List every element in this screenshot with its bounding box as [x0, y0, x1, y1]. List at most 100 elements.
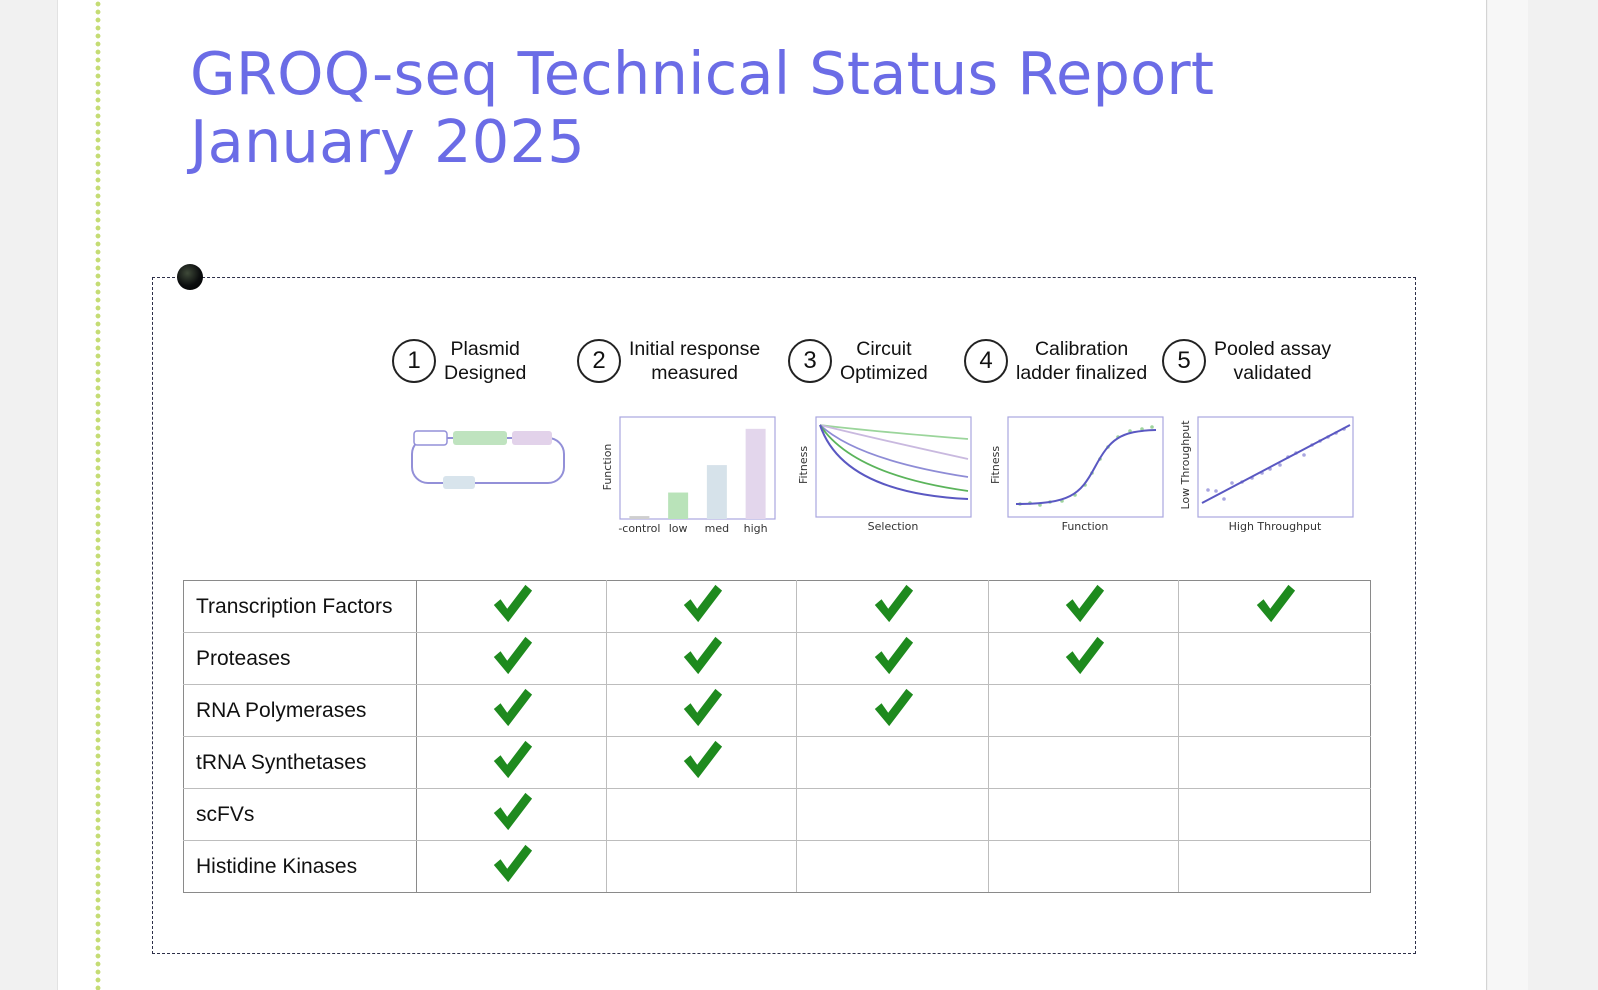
check-mark-icon [1256, 584, 1295, 623]
status-cell[interactable] [988, 840, 1179, 893]
row-label[interactable]: tRNA Synthetases [183, 736, 417, 789]
row-label[interactable]: Transcription Factors [183, 580, 417, 633]
status-cell[interactable] [988, 736, 1179, 789]
status-cell[interactable] [1178, 788, 1371, 841]
status-cell[interactable] [796, 840, 989, 893]
circuit-curve-3 [819, 424, 969, 478]
step-1-header: 1 Plasmid Designed [392, 336, 526, 386]
step-2-label: Initial response measured [629, 338, 761, 384]
calibration-chart-frame [1007, 416, 1164, 518]
pooled-chart-ylabel: Low Throughput [1179, 420, 1192, 510]
step-1-number-circle: 1 [392, 339, 436, 383]
table-row: Histidine Kinases [183, 840, 1371, 893]
status-cell[interactable] [796, 788, 989, 841]
response-tick-label: -control [618, 522, 660, 535]
step-2-header: 2 Initial response measured [577, 336, 760, 386]
table-row: RNA Polymerases [183, 684, 1371, 737]
step-2-number-circle: 2 [577, 339, 621, 383]
circuit-curve-4 [819, 424, 969, 492]
table-row: Proteases [183, 632, 1371, 685]
plasmid-gene-block [453, 431, 507, 445]
plasmid-promoter-block [413, 430, 448, 446]
status-cell[interactable] [988, 632, 1179, 685]
circuit-fitness-chart: Fitness Selection [797, 416, 972, 533]
check-mark-icon [493, 636, 532, 675]
calibration-fit-curve [1015, 429, 1157, 505]
check-mark-icon [493, 844, 532, 883]
status-cell[interactable] [796, 736, 989, 789]
selected-drawing-frame[interactable] [152, 277, 1416, 954]
status-cell[interactable] [606, 788, 797, 841]
calibration-chart-xlabel: Function [1062, 520, 1109, 533]
response-tick-label: med [705, 522, 729, 535]
status-cell[interactable] [416, 840, 607, 893]
row-label[interactable]: scFVs [183, 788, 417, 841]
step-3-number-circle: 3 [788, 339, 832, 383]
circuit-curve-5 [819, 424, 969, 500]
table-row: tRNA Synthetases [183, 736, 1371, 789]
status-cell[interactable] [796, 632, 989, 685]
calibration-chart-ylabel: Fitness [989, 446, 1002, 484]
response-bar [668, 492, 689, 519]
status-cell[interactable] [606, 736, 797, 789]
status-cell[interactable] [606, 632, 797, 685]
response-bar-chart: Function -control low med high [601, 416, 776, 535]
response-bar [706, 465, 727, 519]
drawing-anchor-handle[interactable] [177, 264, 203, 290]
calibration-sigmoid-chart: Fitness Function [989, 416, 1164, 533]
status-cell[interactable] [988, 788, 1179, 841]
document-title-line-2[interactable]: January 2025 [190, 107, 585, 176]
step-4-label: Calibration ladder finalized [1016, 338, 1148, 384]
step-1-label: Plasmid Designed [444, 338, 527, 384]
response-tick-label: low [669, 522, 688, 535]
status-cell[interactable] [1178, 632, 1371, 685]
check-mark-icon [493, 740, 532, 779]
status-cell[interactable] [416, 736, 607, 789]
check-mark-icon [683, 740, 722, 779]
status-cell[interactable] [1178, 580, 1371, 633]
status-cell[interactable] [416, 684, 607, 737]
row-label[interactable]: Proteases [183, 632, 417, 685]
response-tick-label: high [744, 522, 768, 535]
status-cell[interactable] [1178, 684, 1371, 737]
status-cell[interactable] [988, 580, 1179, 633]
status-cell[interactable] [416, 788, 607, 841]
check-mark-icon [1065, 636, 1104, 675]
step-4-header: 4 Calibration ladder finalized [964, 336, 1147, 386]
status-cell[interactable] [796, 580, 989, 633]
pooled-chart-frame [1197, 416, 1354, 518]
page-margin-guide [95, 0, 101, 990]
check-mark-icon [493, 584, 532, 623]
status-cell[interactable] [606, 684, 797, 737]
status-cell[interactable] [416, 632, 607, 685]
plasmid-reporter-block [512, 431, 552, 445]
status-cell[interactable] [1178, 736, 1371, 789]
response-bar [745, 428, 766, 519]
table-row: Transcription Factors [183, 580, 1371, 633]
check-mark-icon [683, 584, 722, 623]
check-mark-icon [493, 792, 532, 831]
status-table[interactable]: Transcription Factors Proteases RNA Polyme… [183, 580, 1371, 893]
document-title[interactable]: GROQ-seq Technical Status Report January… [190, 40, 1340, 176]
status-cell[interactable] [1178, 840, 1371, 893]
circuit-curve-1 [819, 424, 969, 440]
status-cell[interactable] [416, 580, 607, 633]
status-cell[interactable] [988, 684, 1179, 737]
circuit-curve-2 [819, 424, 969, 460]
step-3-label: Circuit Optimized [840, 338, 928, 384]
row-label[interactable]: Histidine Kinases [183, 840, 417, 893]
status-cell[interactable] [606, 840, 797, 893]
check-mark-icon [874, 584, 913, 623]
step-3-header: 3 Circuit Optimized [788, 336, 928, 386]
check-mark-icon [1065, 584, 1104, 623]
step-5-label: Pooled assay validated [1214, 338, 1332, 384]
circuit-chart-ylabel: Fitness [797, 446, 810, 484]
response-bar [629, 516, 650, 519]
pooled-chart-xlabel: High Throughput [1229, 520, 1322, 533]
check-mark-icon [493, 688, 532, 727]
response-chart-ylabel: Function [601, 444, 614, 491]
status-cell[interactable] [796, 684, 989, 737]
status-cell[interactable] [606, 580, 797, 633]
row-label[interactable]: RNA Polymerases [183, 684, 417, 737]
document-title-line-1[interactable]: GROQ-seq Technical Status Report [190, 39, 1215, 108]
